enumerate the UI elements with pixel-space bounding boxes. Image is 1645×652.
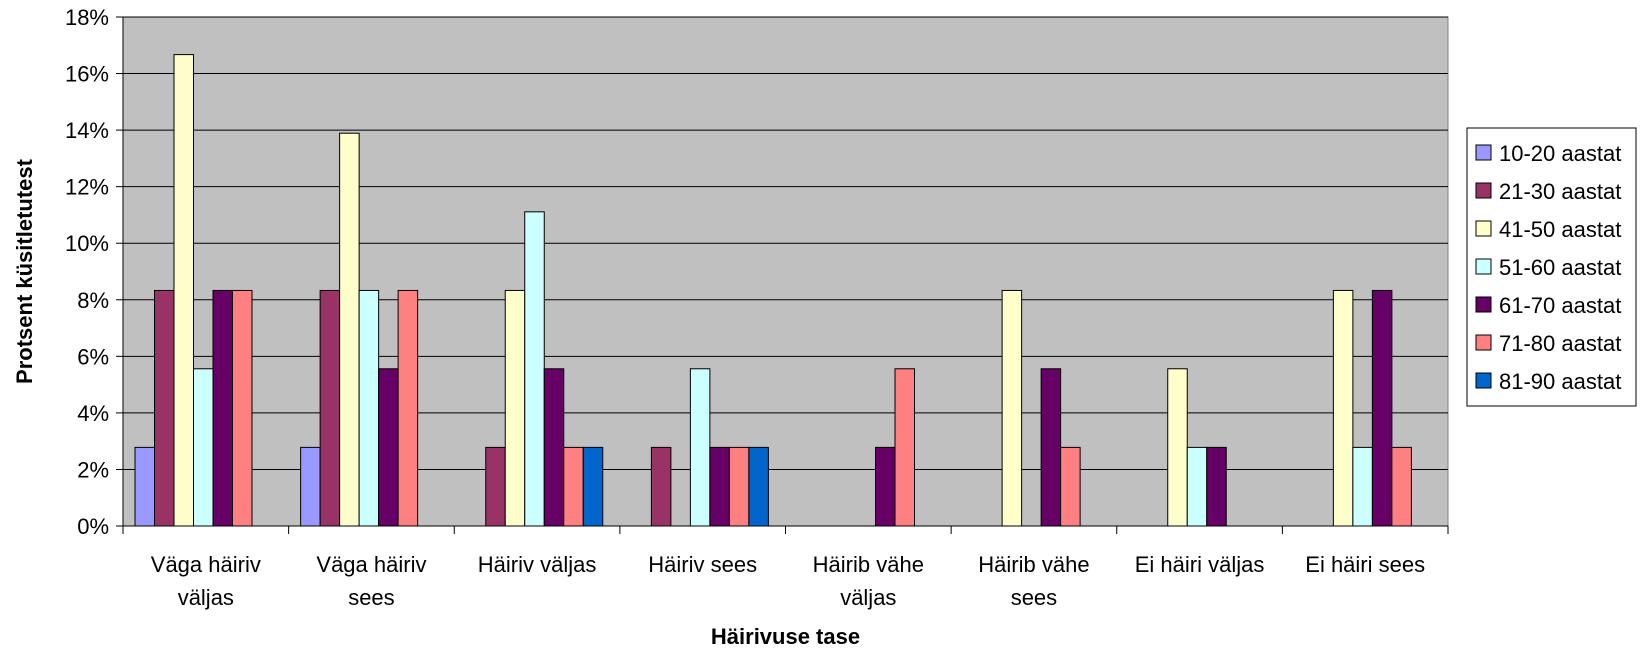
bar-41-50-aastat xyxy=(1001,289,1023,527)
bar-61-70-aastat xyxy=(212,289,233,527)
x-tick-label: sees xyxy=(1011,585,1057,610)
y-tick-label: 16% xyxy=(65,62,109,87)
bar-71-80-aastat xyxy=(728,446,750,527)
bar-21-30-aastat xyxy=(154,289,175,527)
bar-81-90-aastat xyxy=(582,446,604,527)
x-tick-label: väljas xyxy=(178,585,234,610)
bar-51-60-aastat xyxy=(524,211,545,527)
bar-51-60-aastat xyxy=(358,289,380,527)
y-axis-title: Protsent küsitletutest xyxy=(12,158,37,384)
bar-61-70-aastat xyxy=(709,446,730,527)
bar-21-30-aastat xyxy=(485,446,506,527)
x-tick-label: Ei häiri sees xyxy=(1305,552,1425,577)
x-tick-label: Häiriv sees xyxy=(648,552,757,577)
bar-71-80-aastat xyxy=(1391,446,1412,527)
y-tick-label: 0% xyxy=(77,514,109,539)
bar-10-20-aastat xyxy=(134,446,155,527)
bar-51-60-aastat xyxy=(1186,446,1208,527)
bar-71-80-aastat xyxy=(232,289,253,527)
legend: 10-20 aastat 21-30 aastat 41-50 aastat 51-6… xyxy=(1466,127,1637,407)
legend-swatch xyxy=(1475,296,1492,313)
bar-41-50-aastat xyxy=(1167,368,1188,527)
bar-41-50-aastat xyxy=(504,289,526,527)
x-tick-label: väljas xyxy=(840,585,896,610)
x-tick-label: Väga häiriv xyxy=(151,552,261,577)
x-tick-label: Ei häiri väljas xyxy=(1135,552,1265,577)
y-tick-label: 6% xyxy=(77,344,109,369)
y-tick-label: 12% xyxy=(65,175,109,200)
axes xyxy=(116,16,1449,534)
legend-swatch xyxy=(1475,182,1492,199)
legend-label: 10-20 aastat xyxy=(1499,141,1621,166)
bar-21-30-aastat xyxy=(319,289,341,527)
bar-71-80-aastat xyxy=(563,446,584,527)
x-tick-label: sees xyxy=(348,585,394,610)
y-tick-label: 2% xyxy=(77,457,109,482)
bar-41-50-aastat xyxy=(339,132,360,527)
x-tick-label: Häirib vähe xyxy=(813,552,924,577)
legend-swatch xyxy=(1475,144,1492,161)
bar-41-50-aastat xyxy=(1332,289,1354,527)
legend-label: 41-50 aastat xyxy=(1499,217,1621,242)
bars xyxy=(134,54,1412,527)
legend-swatch xyxy=(1475,258,1492,275)
x-tick-labels: Väga häiriv väljas Väga häiriv sees Häiriv v… xyxy=(151,552,1425,610)
y-tick-label: 4% xyxy=(77,401,109,426)
x-tick-label: Häirib vähe xyxy=(978,552,1089,577)
bar-41-50-aastat xyxy=(173,54,194,527)
y-tick-label: 14% xyxy=(65,118,109,143)
bar-61-70-aastat xyxy=(1040,368,1062,527)
bar-51-60-aastat xyxy=(193,368,214,527)
bar-71-80-aastat xyxy=(1060,446,1081,527)
x-tick-label: Väga häiriv xyxy=(316,552,426,577)
bar-61-70-aastat xyxy=(378,368,399,527)
bar-61-70-aastat xyxy=(1371,289,1393,527)
legend-label: 51-60 aastat xyxy=(1499,255,1621,280)
bar-71-80-aastat xyxy=(894,368,915,527)
x-tick-label: Häiriv väljas xyxy=(478,552,597,577)
y-tick-label: 18% xyxy=(65,5,109,30)
legend-swatch xyxy=(1475,334,1492,351)
legend-box xyxy=(1466,127,1637,407)
bar-21-30-aastat xyxy=(650,446,672,527)
bar-81-90-aastat xyxy=(748,446,769,527)
bar-61-70-aastat xyxy=(875,446,896,527)
legend-label: 71-80 aastat xyxy=(1499,331,1621,356)
bar-51-60-aastat xyxy=(689,368,711,527)
bar-61-70-aastat xyxy=(543,368,565,527)
bar-71-80-aastat xyxy=(397,289,419,527)
x-axis-title: Häirivuse tase xyxy=(711,624,860,649)
bar-51-60-aastat xyxy=(1352,446,1373,527)
legend-label: 81-90 aastat xyxy=(1499,369,1621,394)
bar-61-70-aastat xyxy=(1206,446,1227,527)
legend-swatch xyxy=(1475,220,1492,237)
y-tick-labels: 0% 2% 4% 6% 8% 10% 12% 14% 16% 18% xyxy=(65,5,109,539)
y-tick-label: 10% xyxy=(65,231,109,256)
legend-label: 61-70 aastat xyxy=(1499,293,1621,318)
y-tick-label: 8% xyxy=(77,288,109,313)
legend-label: 21-30 aastat xyxy=(1499,179,1621,204)
bar-10-20-aastat xyxy=(300,446,321,527)
legend-swatch xyxy=(1475,372,1492,389)
